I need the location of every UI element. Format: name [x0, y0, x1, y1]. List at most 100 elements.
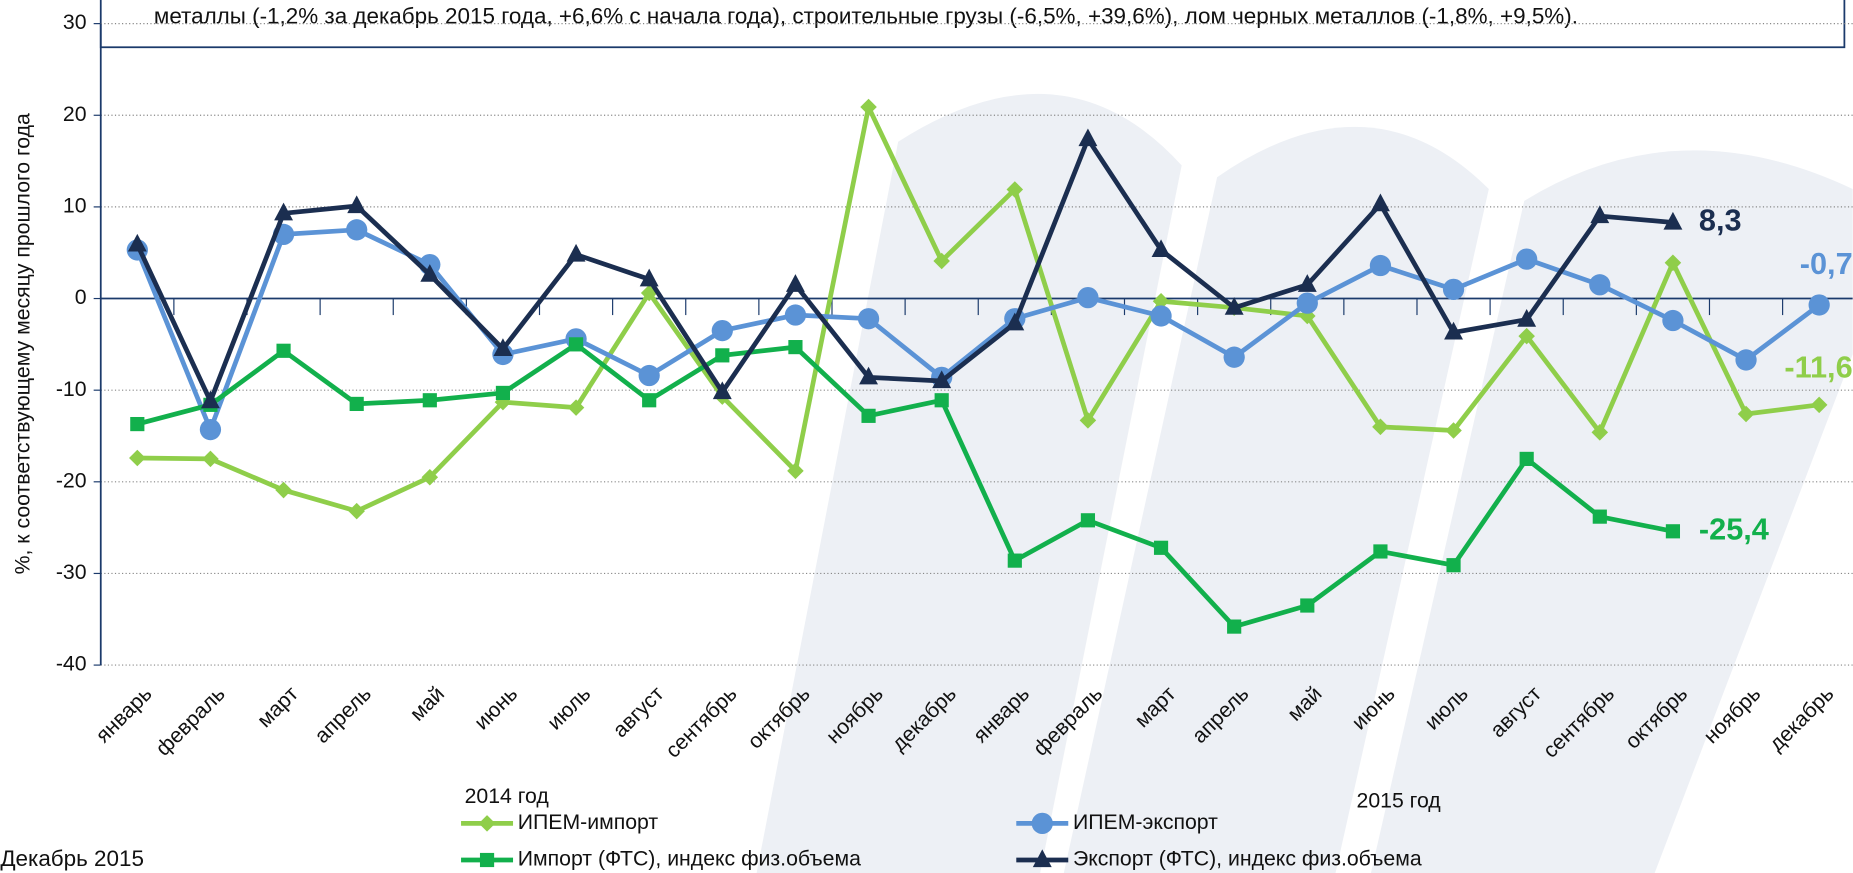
marker — [859, 366, 879, 385]
x-tick-label: февраль — [151, 682, 230, 761]
marker — [1516, 248, 1538, 270]
marker — [200, 390, 220, 409]
marker — [1369, 254, 1392, 277]
footer: Декабрь 2015 — [0, 846, 144, 871]
marker — [642, 393, 657, 408]
marker — [715, 348, 730, 363]
marker — [1007, 553, 1022, 568]
marker — [1297, 274, 1317, 292]
marker — [495, 385, 511, 401]
marker — [1445, 422, 1462, 439]
marker — [276, 343, 291, 358]
marker — [275, 481, 292, 499]
x-tick-label: июль — [542, 682, 595, 735]
marker — [349, 396, 364, 412]
marker — [1151, 239, 1171, 258]
marker — [933, 252, 950, 270]
marker — [202, 450, 219, 468]
y-axis-label: %, к соответствующему месяцу прошлого го… — [11, 113, 35, 574]
marker — [347, 195, 367, 214]
marker — [1517, 308, 1537, 327]
marker — [1810, 396, 1828, 414]
marker — [1446, 558, 1461, 573]
marker — [422, 393, 437, 408]
y-tick-label: 30 — [63, 10, 87, 34]
legend-label: ИПЕМ-импорт — [518, 810, 659, 834]
marker — [857, 308, 880, 330]
marker — [348, 502, 365, 520]
marker — [639, 268, 659, 287]
marker — [860, 98, 877, 116]
marker — [1735, 349, 1757, 371]
marker — [638, 364, 660, 387]
marker — [199, 418, 222, 441]
y-tick-label: 10 — [63, 194, 87, 218]
marker — [1808, 294, 1830, 316]
marker — [568, 337, 584, 352]
marker — [934, 393, 949, 408]
marker — [1662, 309, 1684, 332]
marker — [1300, 598, 1315, 613]
marker — [1032, 849, 1052, 868]
series-line — [135, 227, 1821, 432]
period-label: 2015 год — [1357, 789, 1442, 813]
y-tick-label: 20 — [63, 102, 87, 126]
marker — [127, 233, 147, 252]
marker — [711, 319, 733, 342]
x-tick-label: июнь — [469, 682, 522, 735]
marker — [1150, 305, 1172, 327]
marker — [1296, 292, 1318, 314]
y-tick-label: -30 — [56, 560, 87, 584]
period-label: 2014 год — [465, 784, 550, 808]
value-label: -0,7 — [1800, 246, 1853, 281]
watermark — [756, 94, 1853, 873]
marker — [1224, 297, 1244, 315]
marker — [129, 449, 146, 467]
marker — [1592, 509, 1607, 524]
x-tick-label: август — [608, 681, 669, 742]
marker — [1153, 540, 1169, 555]
x-tick-label: май — [405, 682, 449, 726]
note: металлы (-1,2% за декабрь 2015 года, +6,… — [154, 4, 1578, 29]
series-line — [135, 136, 1674, 404]
marker — [1078, 128, 1098, 147]
y-tick-label: -40 — [56, 652, 87, 676]
marker — [1373, 544, 1388, 559]
marker — [787, 462, 804, 480]
legend-label: Экспорт (ФТС), индекс физ.объема — [1073, 847, 1422, 871]
x-tick-label: декабрь — [1764, 682, 1838, 756]
marker — [785, 274, 805, 292]
marker — [788, 340, 803, 355]
marker — [274, 202, 294, 221]
marker — [932, 370, 952, 389]
marker — [1737, 405, 1755, 423]
series: -25,4 — [130, 337, 1769, 634]
legend-label: Импорт (ФТС), индекс физ.объема — [518, 847, 861, 871]
legend-label: ИПЕМ-экспорт — [1073, 810, 1218, 834]
marker — [567, 399, 585, 416]
marker — [1663, 211, 1683, 230]
marker — [1006, 181, 1024, 198]
x-tick-label: январь — [91, 682, 157, 748]
marker — [1519, 451, 1534, 466]
marker — [420, 264, 440, 282]
marker — [479, 852, 495, 868]
value-label: 8,3 — [1699, 203, 1742, 238]
marker — [1589, 274, 1611, 296]
marker — [1518, 327, 1535, 345]
marker — [1665, 524, 1681, 539]
marker — [784, 304, 807, 326]
marker — [1079, 412, 1097, 429]
marker — [1372, 418, 1389, 436]
marker — [478, 815, 496, 832]
x-tick-label: сентябрь — [661, 682, 742, 763]
marker — [421, 468, 439, 486]
marker — [1077, 286, 1099, 309]
marker — [1223, 346, 1245, 368]
value-label: -11,6 — [1784, 350, 1852, 385]
marker — [1370, 193, 1390, 212]
marker — [1664, 254, 1682, 272]
marker — [1080, 513, 1096, 528]
marker — [861, 408, 876, 423]
